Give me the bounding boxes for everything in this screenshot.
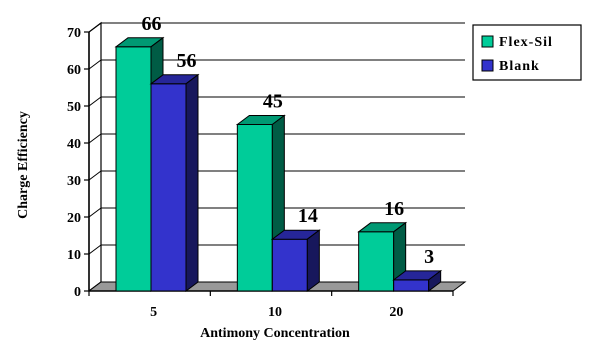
bar-blank-20 xyxy=(393,279,430,292)
data-label-flex-sil-20: 16 xyxy=(384,198,404,220)
bar-blank-20-side xyxy=(428,269,442,292)
plot-area: 0 10 20 30 40 50 60 70 5 10 20 66 45 16 56 14 3 xyxy=(67,13,467,320)
y-tick-label-70: 70 xyxy=(67,26,81,41)
bar-blank-10 xyxy=(271,238,308,292)
y-tick-label-60: 60 xyxy=(67,63,81,78)
gridline-side-40 xyxy=(88,133,102,144)
data-label-flex-sil-10: 45 xyxy=(263,91,283,113)
gridline-side-50 xyxy=(88,96,102,107)
y-tick-label-30: 30 xyxy=(67,174,81,189)
legend-swatch-blank xyxy=(481,59,494,72)
x-tick-label-10: 10 xyxy=(268,305,282,320)
side-wall xyxy=(88,21,102,293)
bar-blank-5-side xyxy=(185,73,199,292)
x-tick-label-20: 20 xyxy=(389,305,403,320)
y-tick-label-50: 50 xyxy=(67,100,81,115)
bar-flex-sil-10 xyxy=(236,124,273,292)
bar-blank-10-side xyxy=(306,229,320,292)
legend-label-blank: Blank xyxy=(499,59,540,74)
gridline-side-60 xyxy=(88,59,102,70)
y-tick-label-20: 20 xyxy=(67,211,81,226)
legend-swatch-flex-sil xyxy=(481,35,494,48)
gridline-side-10 xyxy=(88,244,102,255)
bar-flex-sil-5 xyxy=(115,46,152,292)
x-tick-label-5: 5 xyxy=(150,305,157,320)
y-tick-label-40: 40 xyxy=(67,137,81,152)
gridline-side-20 xyxy=(88,207,102,218)
x-axis-label: Antimony Concentration xyxy=(200,326,350,341)
y-tick-label-10: 10 xyxy=(67,248,81,263)
bar-flex-sil-20 xyxy=(358,231,395,292)
legend-label-flex-sil: Flex-Sil xyxy=(499,35,553,50)
data-label-blank-5: 56 xyxy=(177,50,197,72)
data-label-flex-sil-5: 66 xyxy=(142,13,162,35)
y-axis-label: Charge Efficiency xyxy=(16,111,31,219)
gridline-side-70 xyxy=(88,22,102,33)
data-label-blank-20: 3 xyxy=(424,246,434,268)
data-label-blank-10: 14 xyxy=(298,205,318,227)
gridline-side-30 xyxy=(88,170,102,181)
bar-blank-5 xyxy=(150,83,187,292)
legend: Flex-Sil Blank xyxy=(472,24,582,81)
y-tick-label-0: 0 xyxy=(74,285,81,300)
